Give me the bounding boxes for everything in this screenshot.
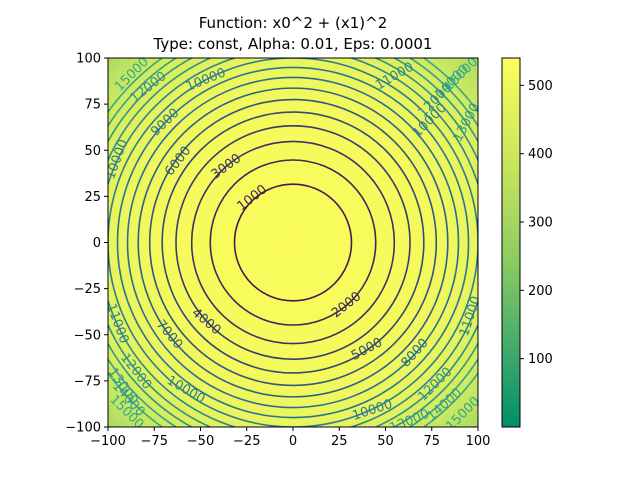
x-tick-label: −50 — [187, 434, 214, 449]
colorbar-gradient — [501, 57, 521, 428]
colorbar-tick-label: 100 — [528, 352, 553, 367]
contour-line-4000 — [175, 125, 411, 360]
contour-line-2000 — [209, 159, 377, 326]
contour-line-1000 — [233, 183, 353, 302]
chart-title-line1: Function: x0^2 + (x1)^2 — [199, 14, 388, 32]
x-axis: −100 −75 −50 −25 0 25 50 75 100 — [90, 427, 490, 449]
colorbar-tick-label: 400 — [528, 147, 553, 162]
x-tick-label: 50 — [377, 434, 394, 449]
y-axis: −100 −75 −50 −25 0 25 50 75 100 — [65, 52, 108, 436]
contour-line-3000 — [190, 140, 396, 345]
contour-line-9000 — [116, 66, 470, 419]
x-tick-label: 75 — [423, 434, 440, 449]
colorbar-tick-label: 500 — [528, 79, 553, 94]
field-background — [108, 58, 478, 427]
y-tick-label: 75 — [84, 98, 101, 113]
y-tick-label: −100 — [65, 421, 101, 436]
colorbar-tick-label: 200 — [528, 284, 553, 299]
y-tick-label: 25 — [84, 190, 101, 205]
plot-area: 1000200030004000500060007000800090001000… — [107, 57, 479, 428]
contour-line-8000 — [126, 76, 460, 409]
y-tick-label: −50 — [74, 328, 101, 343]
colorbar-ticks: 100 200 300 400 500 — [520, 79, 553, 367]
x-tick-label: −25 — [233, 434, 260, 449]
contour-line-6000 — [148, 98, 438, 387]
y-tick-label: −25 — [74, 282, 101, 297]
y-tick-label: −75 — [74, 374, 101, 389]
x-tick-label: −100 — [90, 434, 126, 449]
colorbar: 100 200 300 400 500 — [501, 57, 553, 428]
contour-lines — [108, 58, 478, 427]
x-tick-label: −75 — [141, 434, 168, 449]
contour-line-5000 — [161, 111, 425, 374]
y-tick-label: 100 — [76, 52, 101, 67]
x-tick-label: 0 — [289, 434, 297, 449]
x-tick-label: 25 — [331, 434, 348, 449]
contour-line-7000 — [137, 87, 449, 398]
chart-title-line2: Type: const, Alpha: 0.01, Eps: 0.0001 — [153, 35, 433, 53]
colorbar-tick-label: 300 — [528, 216, 553, 231]
y-tick-label: 50 — [84, 144, 101, 159]
y-tick-label: 0 — [93, 236, 101, 251]
x-tick-label: 100 — [466, 434, 491, 449]
